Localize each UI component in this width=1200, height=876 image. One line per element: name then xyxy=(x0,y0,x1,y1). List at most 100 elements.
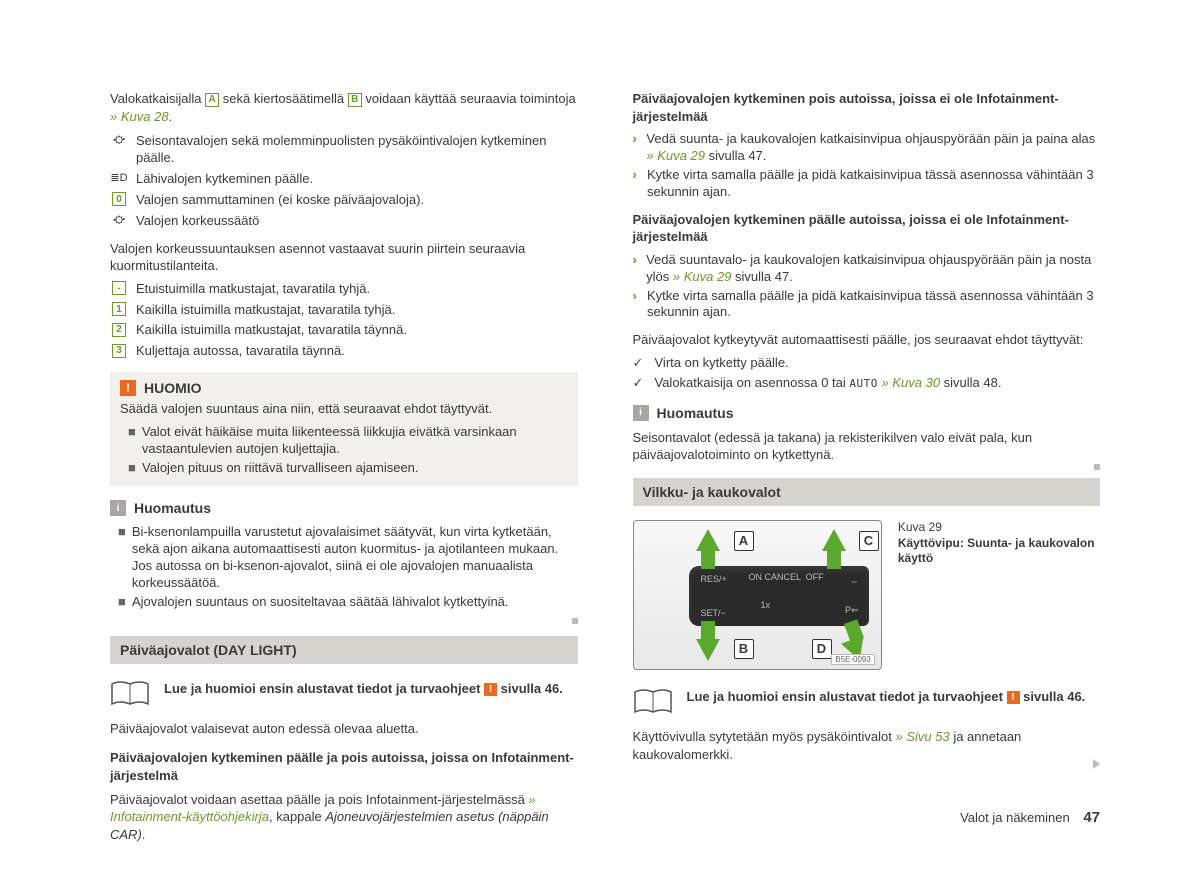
inline-box-b: B xyxy=(348,93,362,107)
daylight-p1: Päiväajovalot valaisevat auton edessä ol… xyxy=(110,720,578,738)
t: Käyttövivulla sytytetään myös pysäköinti… xyxy=(633,729,896,744)
bullet-text: Valot eivät häikäise muita liikenteessä … xyxy=(142,424,568,458)
right-column: Päiväajovalojen kytkeminen pois autoissa… xyxy=(633,90,1101,849)
bullet-item: ■Valot eivät häikäise muita liikenteessä… xyxy=(128,424,568,458)
t: . xyxy=(169,109,173,124)
warning-icon: ! xyxy=(484,683,497,696)
figure-link[interactable]: » Kuva 30 xyxy=(878,375,940,390)
figure-id: B5E-0093 xyxy=(831,654,875,665)
chevron-item: ›Vedä suuntavalo- ja kaukovalojen katkai… xyxy=(633,252,1101,286)
daylight-h1: Päiväajovalojen kytkeminen päälle ja poi… xyxy=(110,749,578,784)
continue-marker-icon xyxy=(1093,759,1100,769)
note-items: ■ Bi-ksenonlampuilla varustetut ajovalais… xyxy=(118,524,578,612)
function-row: ⛮ Valojen korkeussäätö xyxy=(110,213,578,230)
note-head-2: i Huomautus xyxy=(633,405,1101,421)
footer-label: Valot ja näkeminen xyxy=(960,810,1070,825)
warning-box: ! HUOMIO Säädä valojen suuntaus aina nii… xyxy=(110,372,578,486)
bullet-icon: ■ xyxy=(128,424,136,458)
chevron-text: Kytke virta samalla päälle ja pidä katka… xyxy=(647,288,1100,322)
bottom-p: Käyttövivulla sytytetään myös pysäköinti… xyxy=(633,728,1088,763)
chevron-icon: › xyxy=(633,288,641,322)
page-content: Valokatkaisijalla A sekä kiertosäätimell… xyxy=(110,90,1100,849)
bullet-item: ■ Ajovalojen suuntaus on suositeltavaa sä… xyxy=(118,594,578,611)
t: Lue ja huomioi ensin alustavat tiedot ja… xyxy=(164,681,484,696)
read-first-row-2: Lue ja huomioi ensin alustavat tiedot ja… xyxy=(633,688,1101,716)
function-row: 0Valojen sammuttaminen (ei koske päiväaj… xyxy=(110,192,578,209)
marker-A: A xyxy=(734,531,754,551)
t: sekä kiertosäätimellä xyxy=(223,91,348,106)
left-column: Valokatkaisijalla A sekä kiertosäätimell… xyxy=(110,90,578,849)
function-row: ≣DLähivalojen kytkeminen päälle. xyxy=(110,171,578,188)
warning-icon: ! xyxy=(120,380,136,396)
read-first-text-2: Lue ja huomioi ensin alustavat tiedot ja… xyxy=(687,688,1086,706)
position-row: 3Kuljettaja autossa, tavaratila täynnä. xyxy=(110,343,578,360)
symbol-icon: ⛮ xyxy=(110,133,128,167)
bullet-text: Ajovalojen suuntaus on suositeltavaa sää… xyxy=(132,594,509,611)
position-number: 2 xyxy=(110,322,128,339)
bullet-item: ■Valojen pituus on riittävä turvalliseen… xyxy=(128,460,568,477)
position-row: -Etuistuimilla matkustajat, tavaratila t… xyxy=(110,281,578,298)
bullet-text: Bi-ksenonlampuilla varustetut ajovalaisi… xyxy=(132,524,578,592)
position-list: -Etuistuimilla matkustajat, tavaratila t… xyxy=(110,281,578,365)
check-item: ✓Valokatkaisija on asennossa 0 tai AUTO … xyxy=(633,375,1101,391)
position-number: - xyxy=(110,281,128,298)
marker-D: D xyxy=(812,639,832,659)
warning-intro: Säädä valojen suuntaus aina niin, että s… xyxy=(120,400,568,418)
intro-paragraph: Valokatkaisijalla A sekä kiertosäätimell… xyxy=(110,90,578,125)
t: voidaan käyttää seuraavia toimintoja xyxy=(365,91,575,106)
chevron-text: Vedä suuntavalo- ja kaukovalojen katkais… xyxy=(646,252,1100,286)
note-title: Huomautus xyxy=(134,500,211,516)
note-head-1: i Huomautus xyxy=(110,500,578,516)
position-row: 2 Kaikilla istuimilla matkustajat, tavara… xyxy=(110,322,578,339)
section-end-marker xyxy=(1094,464,1100,470)
section-heading-daylight: Päiväajovalot (DAY LIGHT) xyxy=(110,636,578,664)
info-icon: i xyxy=(633,405,649,421)
section-end-marker xyxy=(572,618,578,624)
chevron-icon: › xyxy=(633,131,641,165)
function-row: ⛮Seisontavalojen sekä molemminpuolisten … xyxy=(110,133,578,167)
page-link[interactable]: » Sivu 53 xyxy=(896,729,950,744)
chevron-icon: › xyxy=(633,167,641,201)
function-text: Valojen korkeussäätö xyxy=(136,213,259,230)
position-number: 1 xyxy=(110,302,128,319)
function-text: Seisontavalojen sekä molemminpuolisten p… xyxy=(136,133,578,167)
marker-C: C xyxy=(859,531,879,551)
fig-num: Kuva 29 xyxy=(898,520,942,534)
list-1: ›Vedä suunta- ja kaukovalojen katkaisinv… xyxy=(633,131,1101,203)
position-text: Kaikilla istuimilla matkustajat, tavarat… xyxy=(136,322,407,339)
h2: Päiväajovalojen kytkeminen päälle autois… xyxy=(633,211,1101,246)
position-row: 1 Kaikilla istuimilla matkustajat, tavara… xyxy=(110,302,578,319)
arrow-stem xyxy=(701,549,715,569)
check-icon: ✓ xyxy=(633,375,647,391)
note-body: Seisontavalot (edessä ja takana) ja reki… xyxy=(633,429,1089,464)
inline-box-a: A xyxy=(205,93,219,107)
section-heading-turn: Vilkku- ja kaukovalot xyxy=(633,478,1101,506)
symbol-icon: ⛮ xyxy=(110,213,128,230)
position-text: Kaikilla istuimilla matkustajat, tavarat… xyxy=(136,302,395,319)
bullet-icon: ■ xyxy=(118,594,126,611)
daylight-p2: Päiväajovalot voidaan asettaa päälle ja … xyxy=(110,791,578,844)
figure-link[interactable]: » Kuva 29 xyxy=(673,269,732,284)
t: sivulla 46. xyxy=(501,681,563,696)
check-item: ✓Virta on kytketty päälle. xyxy=(633,355,1101,371)
bullet-text: Valojen pituus on riittävä turvalliseen … xyxy=(142,460,419,477)
t: , kappale xyxy=(269,809,325,824)
symbol-icon: ≣D xyxy=(110,171,128,188)
chevron-text: Vedä suunta- ja kaukovalojen katkaisinvi… xyxy=(646,131,1100,165)
height-intro: Valojen korkeussuuntauksen asennot vasta… xyxy=(110,240,578,275)
warning-title: HUOMIO xyxy=(144,380,202,396)
book-icon xyxy=(110,680,150,708)
page-number: 47 xyxy=(1083,809,1100,826)
figure-link[interactable]: » Kuva 28 xyxy=(110,109,169,124)
note-title-2: Huomautus xyxy=(657,405,734,421)
figure-link[interactable]: » Kuva 29 xyxy=(646,148,705,163)
chevron-item: ›Kytke virta samalla päälle ja pidä katk… xyxy=(633,288,1101,322)
warning-items: ■Valot eivät häikäise muita liikenteessä… xyxy=(128,424,568,477)
function-list: ⛮Seisontavalojen sekä molemminpuolisten … xyxy=(110,133,578,233)
figure-caption: Kuva 29 Käyttövipu: Suunta- ja kaukovalo… xyxy=(898,520,1100,670)
check-text: Virta on kytketty päälle. xyxy=(655,355,789,371)
list-2: ›Vedä suuntavalo- ja kaukovalojen katkai… xyxy=(633,252,1101,324)
t: Lue ja huomioi ensin alustavat tiedot ja… xyxy=(687,689,1007,704)
auto-p: Päiväajovalot kytkeytyvät automaattisest… xyxy=(633,331,1101,349)
position-text: Etuistuimilla matkustajat, tavaratila ty… xyxy=(136,281,370,298)
